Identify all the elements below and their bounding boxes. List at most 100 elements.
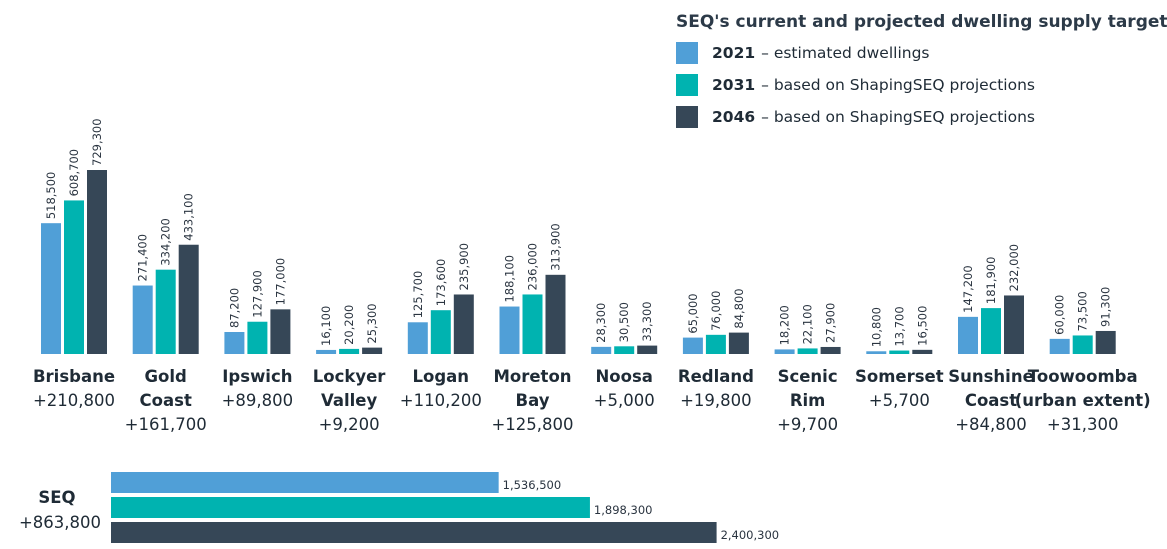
bar-2021 (866, 351, 887, 354)
legend-item-2021: 2021 – estimated dwellings (676, 42, 930, 64)
bar-value-label: 188,100 (503, 255, 517, 303)
category-change: +125,800 (491, 415, 573, 434)
category-name: Ipswich (222, 367, 292, 386)
category-change: +5,000 (594, 391, 655, 410)
bar-2046 (362, 347, 383, 354)
legend-year: 2046 (712, 108, 756, 126)
bar-2021 (41, 223, 61, 354)
category-change: +9,200 (319, 415, 380, 434)
bar-value-label: 13,700 (892, 306, 906, 346)
category-name: Sunshine (948, 367, 1034, 386)
total-value-label: 1,536,500 (503, 478, 562, 492)
category-name: Redland (678, 367, 754, 386)
bar-2021 (316, 349, 337, 354)
bar-2046 (820, 346, 841, 354)
bar-2046 (178, 244, 199, 354)
category-name: Logan (413, 367, 470, 386)
total-value-label: 2,400,300 (721, 528, 780, 542)
category-change: +161,700 (125, 415, 207, 434)
category-name: Gold (145, 367, 187, 386)
total-bar-2046 (111, 522, 717, 543)
bar-2031 (705, 334, 726, 354)
total-change: +863,800 (19, 513, 101, 532)
category-change: +31,300 (1047, 415, 1119, 434)
bar-value-label: 18,200 (778, 305, 792, 345)
bar-2021 (682, 337, 703, 354)
category-change: +210,800 (33, 391, 115, 410)
bar-value-label: 232,000 (1007, 244, 1021, 292)
bar-value-label: 313,900 (549, 223, 563, 271)
category-change: +89,800 (222, 391, 294, 410)
legend-year: 2031 (712, 76, 756, 94)
bar-value-label: 91,300 (1099, 287, 1113, 327)
bar-value-label: 25,300 (365, 303, 379, 343)
bar-2031 (64, 200, 84, 354)
bar-value-label: 16,500 (915, 306, 929, 346)
bar-2046 (1004, 295, 1024, 354)
bar-2046 (87, 170, 107, 354)
category-change: +110,200 (400, 391, 482, 410)
bar-2031 (522, 294, 543, 354)
category-name: (urban extent) (1015, 391, 1151, 410)
bar-value-label: 76,000 (709, 291, 723, 331)
bar-2031 (889, 350, 910, 354)
category-name: Bay (516, 391, 550, 410)
bar-value-label: 27,900 (824, 303, 838, 343)
legend-swatch-2031 (676, 74, 698, 96)
bar-value-label: 33,300 (640, 301, 654, 341)
category-name: Brisbane (33, 367, 115, 386)
legend-item-2031: 2031 – based on ShapingSEQ projections (676, 74, 1035, 96)
category-name: Moreton (493, 367, 571, 386)
bar-value-label: 236,000 (526, 243, 540, 291)
category-change: +9,700 (777, 415, 838, 434)
bar-2021 (591, 346, 612, 354)
total-bar-2031 (111, 497, 590, 518)
bar-value-label: 608,700 (67, 149, 81, 197)
bar-2031 (797, 348, 818, 354)
total-name: SEQ (38, 488, 75, 507)
legend-desc: – based on ShapingSEQ projections (761, 76, 1035, 94)
legend-swatch-2046 (676, 106, 698, 128)
bar-2046 (1095, 330, 1116, 354)
bar-value-label: 518,500 (44, 172, 58, 220)
bar-value-label: 73,500 (1076, 291, 1090, 331)
bar-2021 (958, 316, 978, 354)
total-value-label: 1,898,300 (594, 503, 653, 517)
category-name: Somerset (855, 367, 944, 386)
bar-value-label: 271,400 (136, 234, 150, 282)
bar-value-label: 127,900 (250, 270, 264, 318)
bar-value-label: 334,200 (159, 218, 173, 266)
bar-value-label: 65,000 (686, 293, 700, 333)
bar-2031 (247, 321, 268, 354)
bar-2046 (637, 345, 658, 354)
bar-value-label: 22,100 (801, 304, 815, 344)
bar-2031 (614, 346, 635, 354)
bar-value-label: 125,700 (411, 271, 425, 319)
total-bar-2021 (111, 472, 499, 493)
category-name: Coast (140, 391, 192, 410)
category-name: Rim (790, 391, 826, 410)
bar-2046 (453, 294, 474, 354)
legend-year: 2021 (712, 44, 756, 62)
bar-value-label: 177,000 (273, 258, 287, 306)
category-name: Noosa (595, 367, 652, 386)
bar-2021 (407, 322, 428, 354)
bar-value-label: 16,100 (319, 306, 333, 346)
category-name: Lockyer (313, 367, 387, 386)
bar-2021 (1049, 338, 1070, 354)
bar-value-label: 235,900 (457, 243, 471, 291)
bar-2021 (132, 285, 153, 354)
category-change: +84,800 (955, 415, 1027, 434)
bar-value-label: 147,200 (961, 265, 975, 313)
bar-2021 (499, 306, 520, 354)
bar-value-label: 173,600 (434, 259, 448, 307)
bar-value-label: 181,900 (984, 257, 998, 305)
legend-desc: – estimated dwellings (761, 44, 930, 62)
bar-2031 (155, 269, 176, 354)
bar-value-label: 10,800 (869, 307, 883, 347)
bar-2046 (270, 309, 291, 354)
bar-2031 (1072, 335, 1093, 354)
legend-desc: – based on ShapingSEQ projections (761, 108, 1035, 126)
legend-title: SEQ's current and projected dwelling sup… (676, 12, 1167, 32)
